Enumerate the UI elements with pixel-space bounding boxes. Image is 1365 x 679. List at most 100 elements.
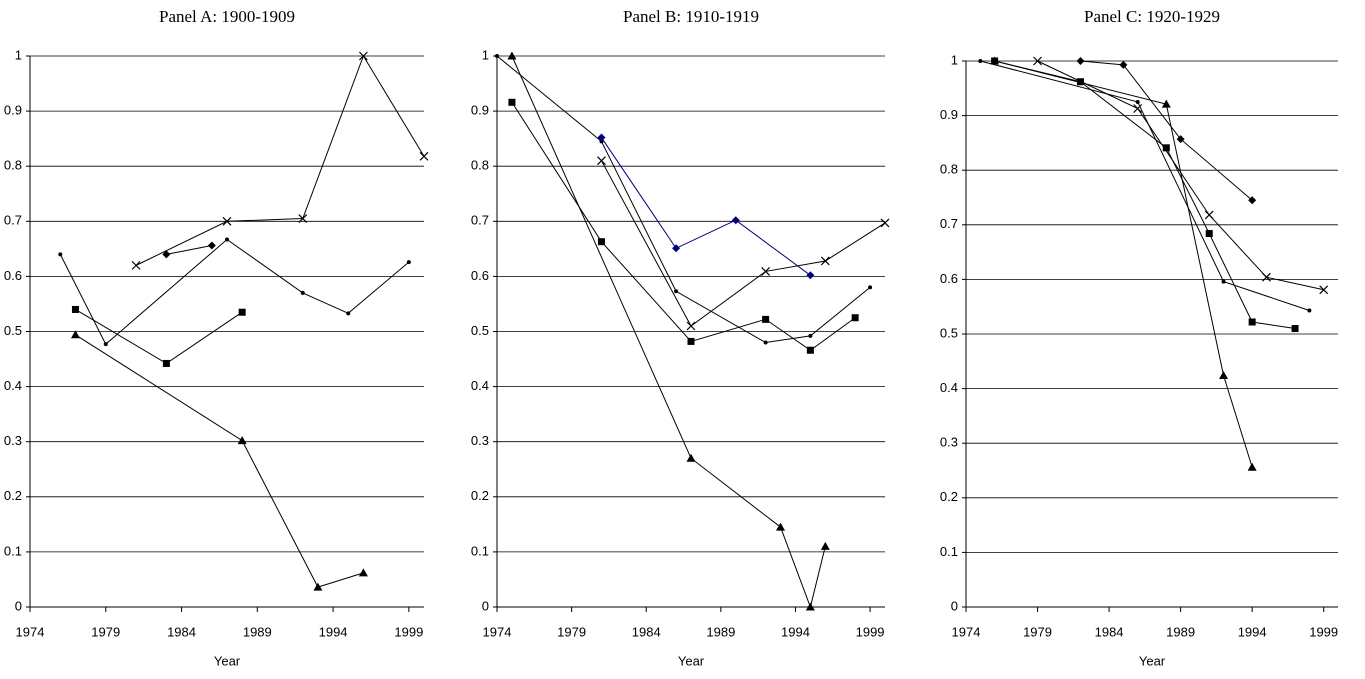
x-tick-label: 1989 [706,624,735,639]
marker-x [298,214,308,223]
x-tick-label: 1979 [557,624,586,639]
x-tick-label: 1999 [394,624,423,639]
y-tick-label: 0.8 [4,158,22,173]
y-tick-label: 0.3 [940,435,958,450]
x-tick-label: 1984 [167,624,196,639]
x-axis-label: Year [678,653,705,668]
series-line [994,60,1253,468]
marker-x [1319,285,1329,295]
marker-square [71,305,79,313]
marker-dot [300,290,305,295]
marker-dot [674,289,679,294]
marker-dot [406,260,411,265]
series-line [980,60,1310,311]
series-line [59,238,410,345]
marker-dot [225,237,229,242]
marker-x [880,218,890,228]
marker-triangle [358,568,368,577]
marker-square [1162,144,1170,152]
series-line [601,137,811,276]
marker-x [1262,272,1271,282]
y-tick-label: 1 [951,52,958,67]
marker-square [238,308,246,316]
marker-triangle [1161,99,1171,108]
y-tick-label: 0.1 [4,543,22,558]
y-tick-label: 0.3 [471,433,489,448]
x-tick-label: 1999 [856,624,885,639]
y-tick-label: 0 [482,598,489,613]
x-tick-label: 1979 [1023,624,1052,639]
marker-triangle [507,51,517,60]
series-line [75,334,364,588]
series-line [1080,60,1253,201]
marker-diamond [1248,196,1257,205]
marker-diamond [806,271,815,280]
y-tick-label: 0 [15,598,22,613]
marker-square [806,346,814,354]
marker-diamond [731,216,740,225]
marker-dot [495,54,499,58]
x-tick-label: 1979 [91,624,120,639]
panel-title: Panel C: 1920-1929 [1084,7,1220,26]
marker-diamond [1119,60,1128,69]
panel-title: Panel B: 1910-1919 [623,7,759,26]
marker-square [762,315,770,323]
y-tick-label: 0 [951,598,958,613]
marker-diamond [1176,135,1185,144]
marker-dot [1135,99,1140,104]
marker-triangle [313,582,323,591]
marker-triangle [237,436,247,445]
x-tick-label: 1994 [319,624,348,639]
panel: Panel A: 1900-1909 0 0.1 0.2 0.3 0.4 0.5 0.6 0.7… [4,7,429,668]
x-tick-label: 1994 [1238,624,1267,639]
x-tick-label: 1994 [781,624,810,639]
marker-x [222,216,232,226]
y-tick-label: 1 [482,47,489,62]
series-line [135,54,425,266]
marker-x [686,321,696,331]
x-tick-label: 1974 [16,624,45,639]
marker-x [1133,104,1143,113]
x-tick-label: 1974 [952,624,981,639]
y-tick-label: 0.1 [471,543,489,558]
y-tick-label: 0.6 [471,268,489,283]
y-tick-label: 0.2 [940,489,958,504]
x-tick-label: 1989 [243,624,272,639]
panel-title: Panel A: 1900-1909 [159,7,295,26]
marker-dot [1221,279,1226,284]
marker-square [162,359,170,367]
marker-x [1033,56,1042,66]
marker-dot [808,333,813,338]
marker-dot [346,311,351,316]
x-tick-label: 1989 [1166,624,1195,639]
panel: Panel B: 1910-1919 0 0.1 0.2 0.3 0.4 0.5 0.6 0.7… [471,7,890,668]
marker-square [1291,325,1299,333]
marker-triangle [686,453,696,462]
marker-dot [58,252,63,257]
marker-dot [868,285,873,290]
marker-triangle [1247,462,1257,471]
y-tick-label: 1 [15,47,22,62]
y-tick-label: 0.4 [471,378,489,393]
marker-dot [978,59,983,63]
marker-diamond [597,133,606,142]
y-tick-label: 0.9 [940,107,958,122]
x-tick-label: 1974 [483,624,512,639]
x-tick-label: 1984 [1095,624,1124,639]
y-tick-label: 0.3 [4,433,22,448]
y-tick-label: 0.9 [4,103,22,118]
y-tick-label: 0.4 [4,378,22,393]
y-tick-label: 0.6 [4,268,22,283]
marker-x [358,51,368,61]
marker-x [761,267,771,276]
series-line [511,102,856,351]
y-tick-label: 0.5 [471,323,489,338]
marker-x [131,260,141,270]
x-axis-label: Year [214,653,241,668]
series-line [166,245,212,255]
y-tick-label: 0.2 [471,488,489,503]
marker-diamond [1076,57,1085,65]
marker-triangle [820,541,830,550]
marker-x [419,151,429,161]
marker-square [1205,230,1213,238]
